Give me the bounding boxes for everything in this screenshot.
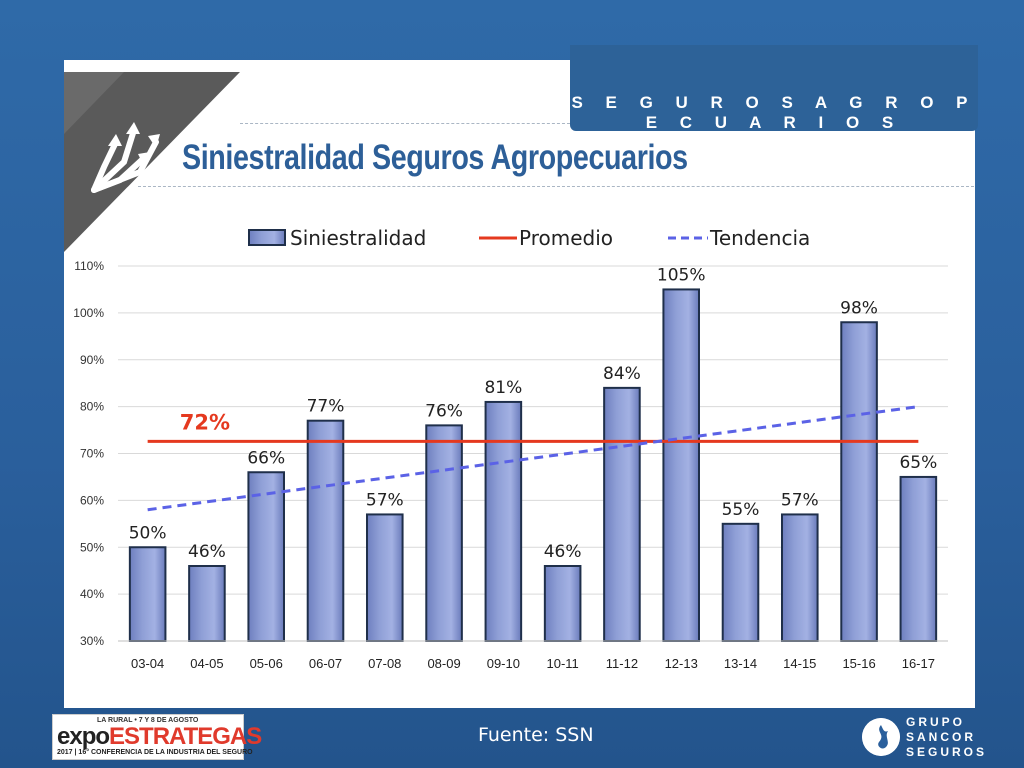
- average-value-label: 72%: [180, 410, 230, 434]
- sancor-wordmark: GRUPO SANCOR SEGUROS: [906, 715, 987, 760]
- x-tick-label: 09-10: [487, 656, 520, 671]
- bar-value-label: 55%: [722, 500, 760, 520]
- bar-value-label: 46%: [544, 542, 582, 562]
- sancor-line-2: SANCOR: [906, 730, 977, 744]
- x-tick-label: 05-06: [250, 656, 283, 671]
- bar-value-label: 98%: [840, 298, 878, 318]
- legend-swatch-bars: [248, 229, 286, 246]
- y-tick-label: 100%: [73, 306, 104, 320]
- x-tick-label: 07-08: [368, 656, 401, 671]
- bar: [899, 475, 938, 642]
- bar-value-label: 76%: [425, 401, 463, 421]
- bar: [306, 419, 345, 642]
- expo-word-b: ESTRATEGAS: [109, 723, 262, 750]
- chart-legend: Siniestralidad Promedio Tendencia: [248, 226, 810, 250]
- bar: [662, 288, 701, 642]
- sancor-seguros-logo: GRUPO SANCOR SEGUROS: [862, 714, 984, 762]
- y-tick-label: 40%: [80, 587, 104, 601]
- bar: [425, 424, 463, 642]
- bar: [781, 513, 819, 642]
- data-labels: 50% 46% 66% 77% 57% 76% 81% 46% 84% 105% 55% 57% 98%…: [129, 265, 938, 562]
- title-bottom-divider: [138, 186, 974, 187]
- bar: [366, 513, 404, 642]
- x-tick-label: 08-09: [427, 656, 460, 671]
- y-tick-label: 90%: [80, 353, 104, 367]
- bar: [247, 471, 286, 642]
- bar: [484, 400, 523, 642]
- bar-value-label: 50%: [129, 523, 167, 543]
- expo-word-a: expo: [57, 723, 110, 750]
- bar-value-label: 105%: [657, 265, 706, 285]
- x-tick-label: 03-04: [131, 656, 164, 671]
- title-top-divider: [240, 123, 570, 124]
- legend-label: Siniestralidad: [290, 226, 426, 250]
- header-band: S E G U R O S A G R O P E C U A R I O S: [570, 45, 978, 132]
- x-tick-label: 15-16: [842, 656, 875, 671]
- trend-line: [147, 405, 919, 512]
- sancor-line-3: SEGUROS: [906, 745, 988, 759]
- x-tick-label: 14-15: [783, 656, 816, 671]
- bar-value-label: 66%: [247, 448, 285, 468]
- siniestralidad-chart: Siniestralidad Promedio Tendencia 30% 40% 50…: [73, 226, 948, 671]
- x-axis: 03-04 04-05 05-06 06-07 07-08 08-09 09-10 10-11…: [118, 640, 948, 671]
- x-tick-label: 04-05: [190, 656, 223, 671]
- y-tick-label: 80%: [80, 400, 104, 414]
- sancor-line-1: GRUPO: [906, 715, 966, 729]
- expo-date-line: LA RURAL • 7 Y 8 DE AGOSTO: [97, 717, 199, 724]
- section-label: S E G U R O S A G R O P E C U A R I O S: [571, 93, 977, 132]
- legend-label: Promedio: [519, 226, 613, 250]
- bar-series: [128, 288, 938, 642]
- x-tick-label: 16-17: [902, 656, 935, 671]
- y-axis: 30% 40% 50% 60% 70% 80% 90% 100% 110%: [73, 259, 104, 648]
- bar-value-label: 77%: [307, 397, 345, 417]
- chart-grid: [118, 265, 948, 642]
- y-tick-label: 30%: [80, 634, 104, 648]
- line-series: [147, 405, 919, 512]
- x-tick-label: 12-13: [665, 656, 698, 671]
- y-tick-label: 110%: [74, 259, 104, 273]
- y-tick-label: 50%: [80, 540, 104, 554]
- x-tick-label: 13-14: [724, 656, 757, 671]
- bar-value-label: 57%: [781, 490, 819, 510]
- bar-value-label: 46%: [188, 542, 226, 562]
- bar: [721, 522, 760, 642]
- arrows-logo-icon: [64, 72, 240, 252]
- page-title: Siniestralidad Seguros Agropecuarios: [182, 138, 688, 177]
- legend-label: Tendencia: [709, 226, 810, 250]
- bar: [188, 565, 226, 642]
- x-tick-label: 06-07: [309, 656, 342, 671]
- bar-value-label: 65%: [899, 453, 937, 473]
- bar: [128, 546, 167, 642]
- bar-value-label: 84%: [603, 364, 641, 384]
- bar-value-label: 57%: [366, 490, 404, 510]
- source-note: Fuente: SSN: [478, 724, 594, 746]
- expoestrategas-logo: LA RURAL • 7 Y 8 DE AGOSTO expoESTRATEGA…: [52, 714, 262, 760]
- flame-icon: [862, 718, 900, 756]
- bar: [840, 321, 878, 642]
- bar-value-label: 81%: [484, 378, 522, 398]
- bar: [603, 386, 641, 642]
- expo-conference-line: 2017 | 16° CONFERENCIA DE LA INDUSTRIA D…: [57, 749, 253, 756]
- y-tick-label: 60%: [80, 493, 104, 507]
- expo-wordmark: expoESTRATEGAS: [57, 723, 262, 751]
- x-tick-label: 11-12: [606, 656, 638, 671]
- x-tick-label: 10-11: [546, 656, 578, 671]
- bar: [543, 565, 582, 642]
- y-tick-label: 70%: [80, 447, 104, 461]
